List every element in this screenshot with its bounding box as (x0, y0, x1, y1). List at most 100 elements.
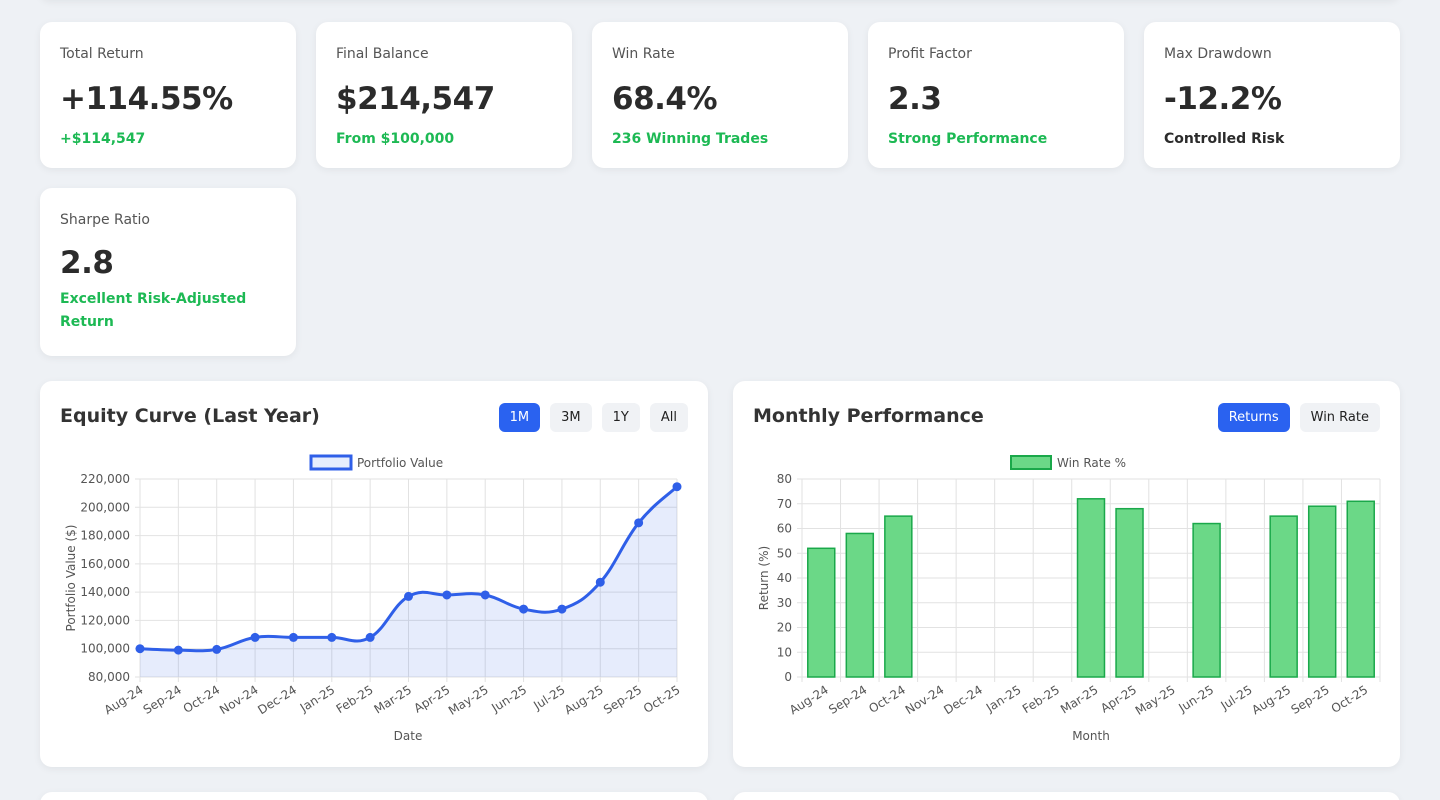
y-tick-label: 30 (777, 596, 792, 610)
x-tick-label: Apr-25 (1098, 683, 1139, 716)
data-point (173, 645, 183, 655)
area-fill (140, 486, 677, 677)
x-tick-label: Jul-25 (530, 683, 567, 713)
stat-sub: From $100,000 (336, 131, 455, 147)
bottom-panel-edge (733, 792, 1400, 800)
bar (1115, 507, 1144, 678)
x-tick-label: Mar-25 (1058, 683, 1101, 717)
stat-value: 2.8 (60, 245, 114, 281)
x-tick-label: Sep-24 (826, 683, 869, 717)
stat-card-max-drawdown: Max Drawdown -12.2% Controlled Risk (1144, 22, 1400, 168)
stat-value: $214,547 (336, 81, 495, 117)
legend-label: Portfolio Value (357, 456, 443, 470)
stat-label: Win Rate (612, 46, 675, 62)
stat-label: Total Return (60, 46, 144, 62)
stat-sub: Strong Performance (888, 131, 1048, 147)
y-tick-label: 140,000 (80, 585, 130, 599)
y-axis-title: Return (%) (757, 546, 771, 610)
bar (807, 547, 836, 678)
stat-card-final-balance: Final Balance $214,547 From $100,000 (316, 22, 572, 168)
x-tick-label: Jun-25 (488, 683, 529, 716)
x-tick-label: Nov-24 (217, 683, 261, 718)
data-point (327, 632, 337, 642)
y-tick-label: 180,000 (80, 529, 130, 543)
range-3m-button[interactable]: 3M (550, 403, 592, 432)
y-tick-label: 40 (777, 571, 792, 585)
stat-card-sharpe-ratio: Sharpe Ratio 2.8 Excellent Risk-Adjusted… (40, 188, 296, 356)
x-tick-label: Sep-24 (141, 683, 184, 717)
win-rate-button[interactable]: Win Rate (1299, 403, 1380, 432)
bottom-panel-edge (40, 792, 708, 800)
legend-label: Win Rate % (1057, 456, 1126, 470)
range-1m-button[interactable]: 1M (498, 403, 541, 432)
panel-title: Monthly Performance (753, 405, 984, 427)
data-point (480, 590, 490, 600)
data-point (250, 632, 260, 642)
x-tick-label: Aug-24 (102, 683, 146, 718)
y-tick-label: 60 (777, 522, 792, 536)
x-tick-label: Jan-25 (297, 683, 338, 716)
legend-swatch (1010, 455, 1052, 470)
stat-value: +114.55% (60, 81, 233, 117)
stat-label: Final Balance (336, 46, 429, 62)
x-tick-label: Jun-25 (1175, 683, 1216, 716)
x-tick-label: Feb-25 (334, 683, 376, 717)
data-point (557, 604, 567, 614)
x-tick-label: Dec-24 (941, 683, 985, 718)
y-tick-label: 10 (777, 645, 792, 659)
stat-sub: Controlled Risk (1164, 131, 1285, 147)
stat-sub: +$114,547 (60, 131, 146, 147)
y-tick-label: 200,000 (80, 500, 130, 514)
x-tick-label: Dec-24 (255, 683, 299, 718)
x-tick-label: Jan-25 (983, 683, 1024, 716)
data-point (672, 482, 682, 492)
x-tick-label: Apr-25 (411, 683, 452, 716)
stat-card-profit-factor: Profit Factor 2.3 Strong Performance (868, 22, 1124, 168)
range-all-button[interactable]: All (649, 403, 688, 432)
x-tick-label: May-25 (446, 683, 491, 718)
returns-button[interactable]: Returns (1217, 403, 1290, 432)
range-1y-button[interactable]: 1Y (601, 403, 640, 432)
stat-label: Sharpe Ratio (60, 212, 150, 228)
bar (1076, 498, 1106, 678)
equity-curve-panel: Equity Curve (Last Year) 1M 3M 1Y All 80… (40, 381, 708, 767)
stat-label: Profit Factor (888, 46, 972, 62)
y-tick-label: 80,000 (88, 670, 130, 684)
stat-value: 2.3 (888, 81, 942, 117)
x-axis-title: Month (1072, 729, 1110, 743)
y-tick-label: 70 (777, 497, 792, 511)
data-point (442, 590, 452, 600)
y-tick-label: 20 (777, 621, 792, 635)
range-button-group: 1M 3M 1Y All (498, 403, 688, 432)
data-point (595, 577, 605, 587)
x-tick-label: Oct-25 (641, 683, 683, 716)
y-axis-title: Portfolio Value ($) (64, 525, 78, 632)
data-point (519, 604, 529, 614)
bar (1307, 505, 1337, 678)
bar (1346, 500, 1375, 678)
data-point (288, 632, 298, 642)
y-tick-label: 160,000 (80, 557, 130, 571)
data-point (212, 644, 222, 654)
x-tick-label: Feb-25 (1020, 683, 1062, 717)
x-tick-label: Oct-25 (1329, 683, 1371, 716)
y-tick-label: 50 (777, 546, 792, 560)
data-point (135, 644, 145, 654)
stat-label: Max Drawdown (1164, 46, 1272, 62)
x-tick-label: Sep-25 (1289, 683, 1332, 717)
stat-card-win-rate: Win Rate 68.4% 236 Winning Trades (592, 22, 848, 168)
bar (884, 515, 913, 678)
x-axis-title: Date (394, 729, 423, 743)
x-tick-label: Oct-24 (866, 683, 908, 716)
stat-sub: Excellent Risk-Adjusted Return (60, 291, 247, 330)
y-tick-label: 220,000 (80, 472, 130, 486)
x-tick-label: May-25 (1133, 683, 1178, 718)
stat-sub: 236 Winning Trades (612, 131, 769, 147)
data-point (634, 518, 644, 528)
legend-swatch (309, 454, 353, 471)
bar (1269, 515, 1298, 678)
monthly-performance-panel: Monthly Performance Returns Win Rate 0 10… (733, 381, 1400, 767)
stat-card-total-return: Total Return +114.55% +$114,547 (40, 22, 296, 168)
x-tick-label: Sep-25 (601, 683, 644, 717)
